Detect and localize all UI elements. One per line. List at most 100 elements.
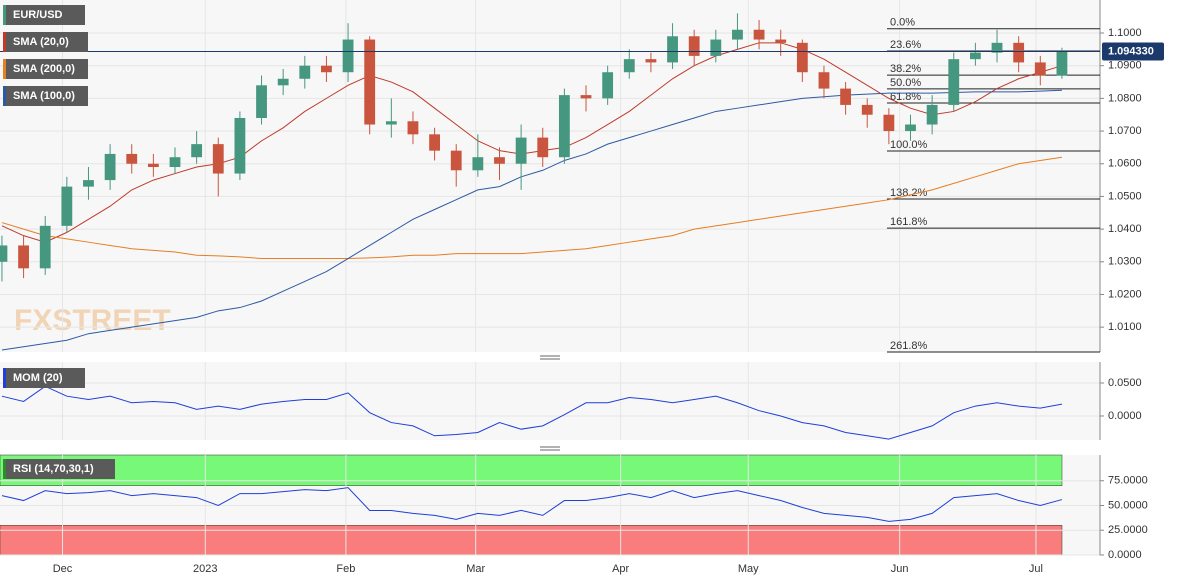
candle-body [926, 104, 938, 125]
legend-label: EUR/USD [13, 9, 63, 21]
series-line [1, 385, 1063, 440]
x-tick-label: Feb [336, 563, 355, 575]
candle-body [472, 157, 484, 171]
candle-body [61, 186, 73, 226]
candle-body [753, 29, 765, 40]
legend-box[interactable] [3, 86, 88, 106]
candle-body [385, 121, 397, 125]
candle-body [948, 59, 960, 105]
splitter[interactable] [540, 446, 560, 451]
candle-body [256, 85, 267, 118]
y-tick-label: 1.0500 [1108, 190, 1142, 202]
candle-body [407, 121, 419, 135]
candle-body [212, 144, 224, 174]
candle-body [494, 157, 505, 164]
candle-body [558, 95, 570, 158]
candle-body [602, 72, 614, 99]
candle-body [321, 65, 332, 73]
series-line [1, 487, 1063, 522]
legend-swatch [3, 32, 6, 52]
last-price-box [1102, 42, 1164, 61]
x-tick-label: Mar [466, 563, 485, 575]
candle-body [969, 52, 981, 60]
fib-label: 38.2% [890, 63, 921, 75]
candle-body [732, 29, 743, 40]
legend-label: RSI (14,70,30,1) [13, 463, 94, 475]
candle-body [710, 39, 722, 56]
fib-label: 0.0% [890, 17, 915, 29]
y-tick-label: 1.0900 [1108, 60, 1142, 72]
candle-body [818, 72, 830, 89]
legend-swatch [3, 459, 6, 479]
candle-body [1013, 42, 1025, 63]
legend-box[interactable] [3, 5, 85, 25]
candle-body [667, 36, 678, 63]
legend-box[interactable] [3, 32, 88, 52]
candle-body [1034, 62, 1046, 76]
candle-body [169, 157, 181, 168]
x-tick-label: Jul [1029, 563, 1043, 575]
splitter[interactable] [540, 355, 560, 360]
y-tick-label: 1.0200 [1108, 288, 1142, 300]
candle-body [83, 180, 94, 187]
legend-label: MOM (20) [13, 372, 63, 384]
legend-swatch [3, 86, 6, 106]
candle-body [515, 137, 527, 164]
candle-body [991, 42, 1003, 53]
candle-body [147, 163, 159, 168]
y-tick-label: 75.0000 [1108, 475, 1148, 487]
candle-body [104, 153, 116, 181]
fib-label: 161.8% [890, 216, 928, 228]
y-tick-label: 0.0500 [1108, 377, 1142, 389]
candle-body [364, 39, 376, 125]
candle-body [126, 153, 138, 164]
candle-body [580, 95, 592, 99]
fib-label: 100.0% [890, 139, 928, 151]
fib-label: 61.8% [890, 91, 921, 103]
y-tick-label: 0.0000 [1108, 410, 1142, 422]
candle-body [775, 39, 787, 43]
series-line [1, 89, 1062, 351]
y-tick-label: 50.0000 [1108, 499, 1148, 511]
candle-body [18, 245, 29, 269]
candle-body [623, 59, 635, 73]
y-tick-label: 1.0600 [1108, 158, 1142, 170]
candle-body [861, 104, 873, 115]
y-tick-label: 0.0000 [1108, 549, 1142, 561]
candle-body [1056, 51, 1068, 76]
series-line [1, 42, 1063, 243]
candle-body [645, 59, 657, 63]
legend-swatch [3, 59, 6, 79]
y-tick-label: 1.0400 [1108, 223, 1142, 235]
fib-label: 50.0% [890, 77, 921, 89]
y-tick-label: 1.0800 [1108, 92, 1142, 104]
candle-body [277, 78, 289, 86]
y-tick-label: 1.1000 [1108, 27, 1142, 39]
candle-body [191, 144, 203, 158]
y-tick-label: 1.0700 [1108, 125, 1142, 137]
legend-box[interactable] [3, 368, 85, 388]
candle-body [840, 88, 852, 105]
series-line [1, 156, 1063, 260]
legend-label: SMA (200,0) [13, 63, 75, 75]
candle-body [299, 65, 311, 79]
y-tick-label: 25.0000 [1108, 524, 1148, 536]
fib-label: 261.8% [890, 340, 928, 352]
candle-body [450, 150, 462, 171]
mom-panel [0, 362, 1100, 440]
watermark: FXSTREET [14, 304, 171, 337]
x-tick-label: Apr [612, 563, 629, 575]
x-tick-label: 2023 [193, 563, 217, 575]
legend-label: SMA (20,0) [13, 36, 69, 48]
candle-body [883, 114, 895, 132]
x-tick-label: Dec [53, 563, 73, 575]
x-tick-label: May [738, 563, 759, 575]
candle-body [0, 245, 8, 262]
candle-body [796, 42, 808, 73]
candle-body [905, 124, 916, 132]
legend-box[interactable] [3, 459, 115, 479]
legend-box[interactable] [3, 59, 88, 79]
y-tick-label: 1.0100 [1108, 321, 1142, 333]
x-tick-label: Jun [891, 563, 909, 575]
